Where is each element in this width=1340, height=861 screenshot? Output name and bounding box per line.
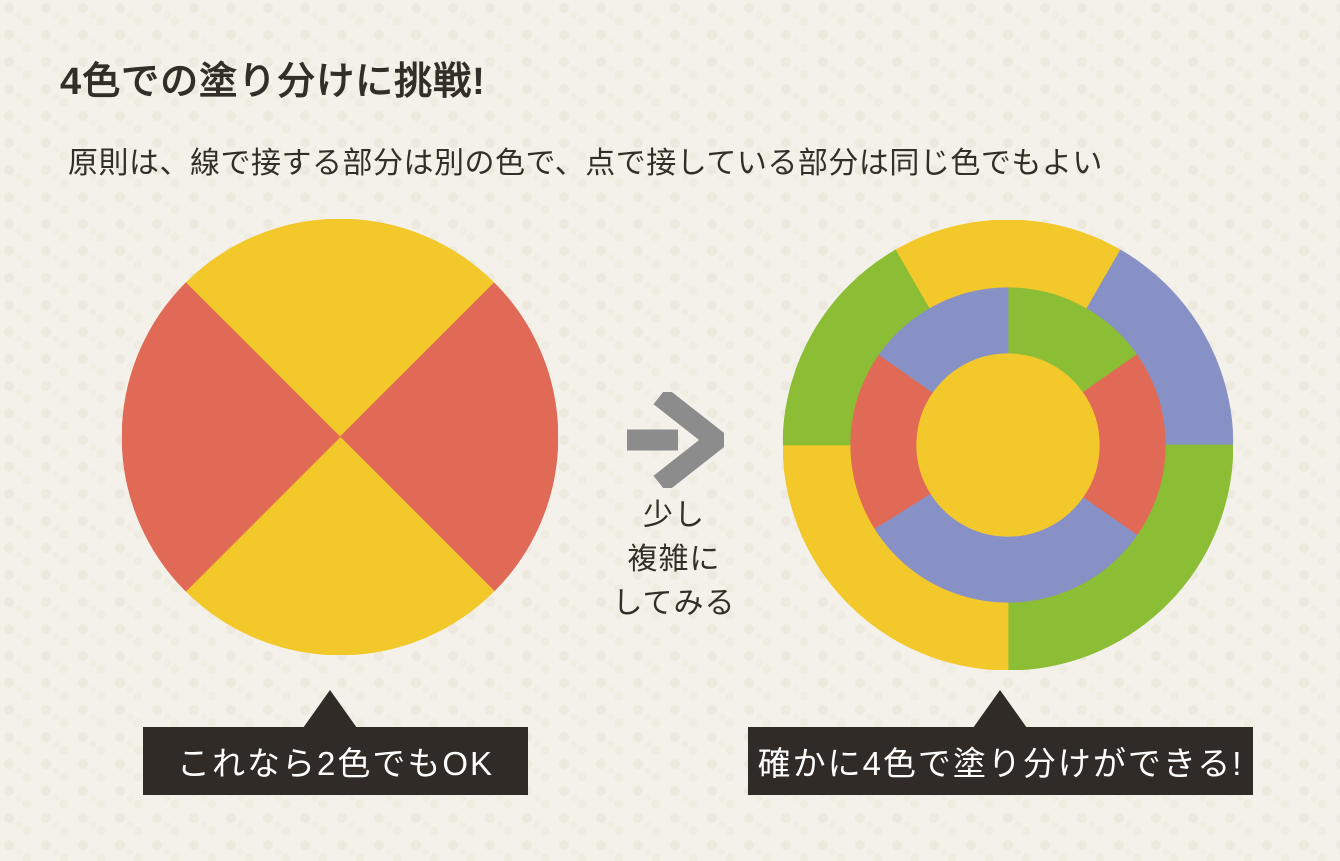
left-callout-text: これなら2色でもOK bbox=[176, 745, 495, 782]
right-arrow-icon bbox=[627, 392, 724, 488]
page-title: 4色での塗り分けに挑戦! bbox=[60, 61, 486, 103]
transition-label-line: 複雑に bbox=[627, 543, 721, 576]
right-callout-text: 確かに4色で塗り分けができる! bbox=[757, 745, 1244, 782]
circle-segment bbox=[916, 353, 1100, 537]
transition-label-line: 少し bbox=[643, 499, 705, 532]
transition-label-line: してみる bbox=[612, 587, 736, 620]
transition-label: 少し 複雑に してみる bbox=[594, 494, 754, 626]
right-callout-pointer bbox=[973, 690, 1027, 728]
two-color-circle-figure bbox=[122, 219, 558, 655]
page-subtitle: 原則は、線で接する部分は別の色で、点で接している部分は同じ色でもよい bbox=[68, 147, 1103, 180]
left-callout-pointer bbox=[303, 690, 357, 728]
four-color-ring-figure bbox=[783, 220, 1233, 670]
left-callout: これなら2色でもOK bbox=[143, 727, 528, 795]
right-callout: 確かに4色で塗り分けができる! bbox=[748, 727, 1253, 795]
